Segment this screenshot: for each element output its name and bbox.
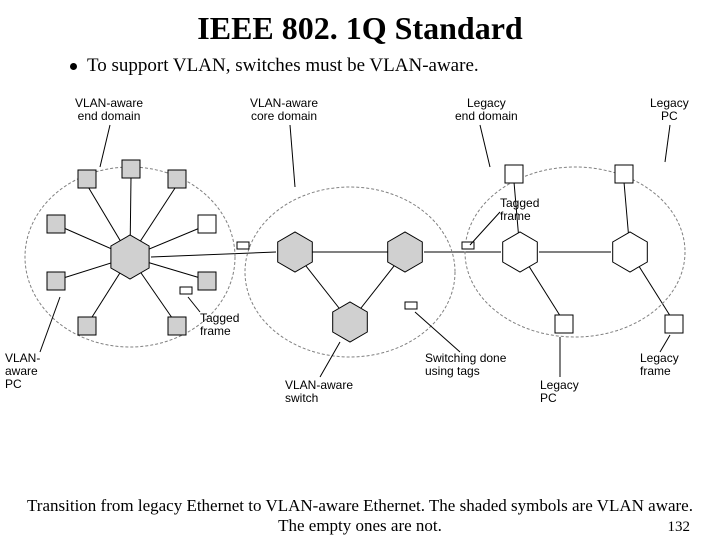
label-tagged-frame-1: Taggedframe	[200, 312, 239, 338]
bullet-row: To support VLAN, switches must be VLAN-a…	[70, 55, 720, 77]
diagram-svg	[0, 97, 720, 417]
label-tagged-frame-2: Taggedframe	[500, 197, 539, 223]
label-vlan-end-domain: VLAN-awareend domain	[75, 97, 143, 123]
bullet-icon	[70, 63, 77, 70]
label-vlan-core-domain: VLAN-awarecore domain	[250, 97, 318, 123]
label-vlan-aware-pc: VLAN-awarePC	[5, 352, 40, 392]
label-switching-tags: Switching doneusing tags	[425, 352, 506, 378]
bullet-text: To support VLAN, switches must be VLAN-a…	[87, 55, 479, 77]
network-diagram: VLAN-awareend domain VLAN-awarecore doma…	[0, 97, 720, 417]
label-vlan-aware-switch: VLAN-awareswitch	[285, 379, 353, 405]
page-title: IEEE 802. 1Q Standard	[0, 10, 720, 47]
label-legacy-end-domain: Legacyend domain	[455, 97, 518, 123]
label-legacy-frame: Legacyframe	[640, 352, 679, 378]
page-number: 132	[668, 519, 691, 536]
label-legacy-pc-bottom: LegacyPC	[540, 379, 579, 405]
caption-text: Transition from legacy Ethernet to VLAN-…	[20, 496, 700, 536]
label-legacy-pc-top: LegacyPC	[650, 97, 689, 123]
